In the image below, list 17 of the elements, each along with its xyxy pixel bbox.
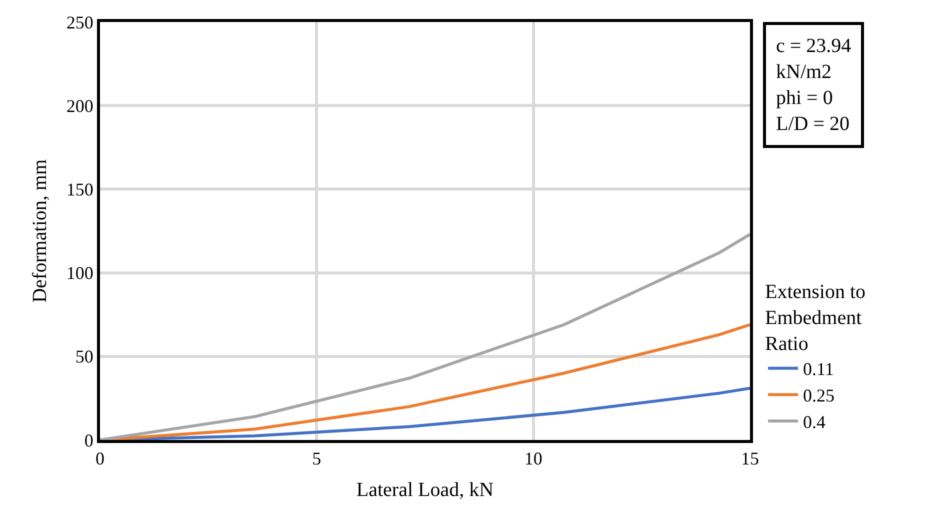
y-tick-label: 250 [66,12,94,32]
y-tick-label: 200 [66,96,94,116]
x-axis-title: Lateral Load, kN [356,479,494,502]
y-tick-label: 100 [66,263,94,284]
legend-label: 0.4 [803,412,826,432]
line-series [100,232,750,440]
x-tick-label: 15 [741,448,759,469]
legend-label: 0.11 [803,359,834,380]
x-tick-label: 5 [312,448,322,469]
x-tick-label: 10 [524,448,542,469]
y-tick-label: 150 [66,180,94,200]
legend-label: 0.25 [803,386,834,406]
y-tick-label: 0 [84,430,94,450]
text: c = 23.94 kN/m2 phi = 0 L/D = 20 [776,35,852,135]
y-axis-title: Deformation, mm [28,158,51,303]
y-tick-label: 50 [75,346,94,367]
legend-title: Extension to Embedment Ratio [765,281,866,355]
